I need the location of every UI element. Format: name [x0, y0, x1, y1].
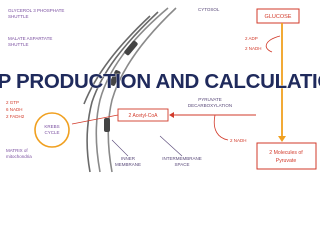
krebs-circle — [34, 112, 70, 148]
arrow — [213, 114, 229, 141]
inner-membrane — [83, 15, 151, 105]
label: KREBS — [44, 124, 59, 129]
label: 2 NADH — [245, 46, 262, 51]
label: 2 Molecules of — [269, 150, 303, 156]
label: SPACE — [175, 162, 190, 167]
title: ATP PRODUCTION AND CALCULATION — [0, 70, 320, 93]
label: CYCLE — [44, 130, 59, 135]
arrow — [71, 114, 119, 125]
protein — [104, 118, 110, 132]
arrow-head — [278, 136, 286, 142]
pointer — [111, 139, 129, 157]
label: MALATE ASPARTATE — [8, 36, 52, 41]
label: 2 NADH — [230, 138, 247, 143]
outer-membrane — [95, 7, 169, 173]
diagram: GLYCEROL 3 PHOSPHATE SHUTTLE MALATE ASPA… — [0, 7, 320, 173]
glucose-box — [256, 8, 300, 24]
label: PYRUVATE — [198, 97, 222, 102]
label: SHUTTLE — [8, 42, 29, 47]
arrow — [265, 35, 281, 53]
label: 2 GTP — [6, 100, 19, 105]
inner-membrane — [86, 11, 159, 173]
label: GLUCOSE — [265, 14, 292, 20]
label: SHUTTLE — [8, 14, 29, 19]
label: MATRIX of — [6, 148, 28, 153]
acetyl-box — [117, 108, 169, 122]
label: MEMBRANE — [115, 162, 141, 167]
label: CYTOSOL — [198, 7, 220, 12]
pyruvate-box — [256, 142, 317, 170]
membranes — [83, 7, 177, 173]
outer-membrane — [107, 7, 177, 173]
pointer — [159, 135, 183, 157]
protein — [109, 70, 121, 86]
label: DECARBOXYLATION — [188, 103, 232, 108]
label: 2 ADP — [245, 36, 258, 41]
arrow-head — [169, 112, 174, 118]
label: 2 Acetyl-CoA — [129, 113, 159, 119]
label: 6 NADH — [6, 107, 23, 112]
transport-proteins — [104, 40, 138, 132]
label: mitochondria — [6, 154, 32, 159]
label: Pyruvate — [276, 158, 297, 164]
label: INTERMEMBRANE — [162, 156, 202, 161]
label: INNER — [121, 156, 136, 161]
label: GLYCEROL 3 PHOSPHATE — [8, 8, 64, 13]
protein — [124, 40, 138, 56]
label: 2 FADH2 — [6, 114, 25, 119]
